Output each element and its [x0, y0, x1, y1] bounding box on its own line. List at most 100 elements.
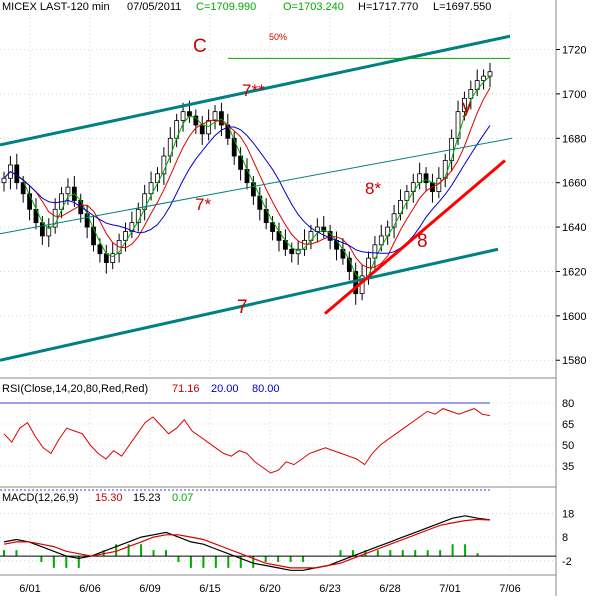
header-high: H=1717.770 [358, 1, 418, 13]
y-tick-label: 1640 [562, 222, 586, 234]
candle-body [123, 231, 128, 241]
candle-body [27, 193, 32, 210]
candle-body [148, 182, 154, 195]
candle-body [378, 235, 384, 246]
x-axis: 6/01 6/06 6/09 6/15 6/20 6/23 6/28 7/01 7/06 [19, 583, 520, 595]
y-tick-label: 1620 [562, 266, 586, 278]
x-tick-label: 6/23 [319, 583, 340, 595]
candle-body [462, 97, 467, 113]
candle-body [206, 120, 212, 135]
channel-mid-line [0, 137, 513, 235]
candle-body [103, 253, 109, 263]
candle-body [91, 226, 96, 246]
wave-label-7s: 7* [195, 195, 211, 214]
y-tick-label: -2 [562, 556, 572, 568]
candle-body [340, 248, 346, 259]
header-close: C=1709.990 [196, 1, 256, 13]
macd-line [3, 515, 491, 571]
candle-body [372, 244, 378, 259]
fib-50pct-label: 50% [269, 32, 287, 42]
y-axis: 1580 1600 1620 1640 1660 1680 1700 1720 35 50 65 80… [556, 45, 586, 568]
macd-title: MACD(12,26,9) [2, 492, 78, 504]
x-tick-label: 7/01 [439, 583, 460, 595]
y-tick-label: 35 [562, 461, 574, 473]
candle-body [212, 111, 218, 121]
candle-body [436, 177, 442, 192]
candle-body [161, 155, 167, 175]
x-tick-label: 6/09 [139, 583, 160, 595]
y-tick-label: 50 [562, 440, 574, 452]
y-tick-label: 8 [562, 532, 568, 544]
candle-body [14, 164, 20, 184]
main-panel [0, 34, 513, 362]
candle-body [46, 226, 52, 237]
candle-body [455, 111, 461, 139]
y-tick-label: 1680 [562, 133, 586, 145]
candle-body [391, 213, 397, 228]
x-tick-label: 6/20 [259, 583, 280, 595]
channel-lower-line [0, 247, 499, 362]
candle-body [404, 191, 410, 201]
candle-body [110, 253, 116, 263]
candle-body [187, 111, 192, 117]
candle-body [65, 186, 71, 195]
candle-body [180, 111, 186, 121]
rsi-title: RSI(Close,14,20,80,Red,Red) [2, 383, 148, 395]
candle-body [423, 173, 429, 184]
wave-label-y: y [462, 97, 472, 118]
x-tick-label: 6/15 [199, 583, 220, 595]
y-tick-label: 1580 [562, 355, 586, 367]
macd-panel [0, 489, 556, 571]
candle-body [135, 208, 141, 224]
candle-body [295, 248, 301, 255]
candle-body [52, 208, 58, 228]
header-date: 07/05/2011 [127, 1, 181, 13]
wave-label-c: C [193, 36, 207, 57]
rsi-lower: 20.00 [211, 383, 239, 395]
support-line [324, 159, 506, 315]
y-tick-label: 1700 [562, 89, 586, 101]
header-low: L=1697.550 [433, 1, 491, 13]
candle-body [199, 124, 205, 135]
candle-body [321, 226, 327, 232]
rsi-upper: 80.00 [252, 383, 280, 395]
x-tick-label: 6/06 [79, 583, 100, 595]
x-tick-label: 6/28 [379, 583, 400, 595]
macd-signal: 15.23 [133, 492, 161, 504]
macd-signal-line [3, 518, 491, 569]
candle-body [289, 248, 295, 255]
channel-upper-line [0, 34, 511, 147]
candle-body [231, 137, 237, 157]
wave-label-7: 7 [237, 297, 248, 318]
candle-body [417, 173, 423, 184]
y-tick-label: 18 [562, 508, 574, 520]
candle-body [468, 89, 474, 99]
y-tick-label: 1660 [562, 178, 586, 190]
header-symbol: MICEX LAST-120 min [2, 1, 110, 13]
ma-red-line [3, 87, 491, 269]
candle-body [97, 244, 103, 255]
header-open: O=1703.240 [283, 1, 344, 13]
y-tick-label: 80 [562, 398, 574, 410]
wave-label-7ss: 7** [242, 81, 265, 100]
candle-body [20, 182, 26, 195]
wave-label-8: 8 [417, 231, 428, 252]
y-tick-label: 1720 [562, 45, 586, 57]
rsi-panel [0, 402, 491, 474]
x-tick-label: 6/01 [19, 583, 40, 595]
candle-body [270, 222, 275, 232]
candle-body [1, 177, 7, 184]
rsi-value: 71.16 [172, 383, 200, 395]
macd-value: 15.30 [95, 492, 123, 504]
candle-body [487, 71, 493, 77]
candle-body [238, 155, 244, 170]
candle-body [481, 75, 487, 81]
macd-hist: 0.07 [172, 492, 193, 504]
rsi-line [3, 408, 491, 474]
candle-body [219, 111, 224, 126]
candle-body [39, 222, 45, 237]
y-tick-label: 65 [562, 419, 574, 431]
